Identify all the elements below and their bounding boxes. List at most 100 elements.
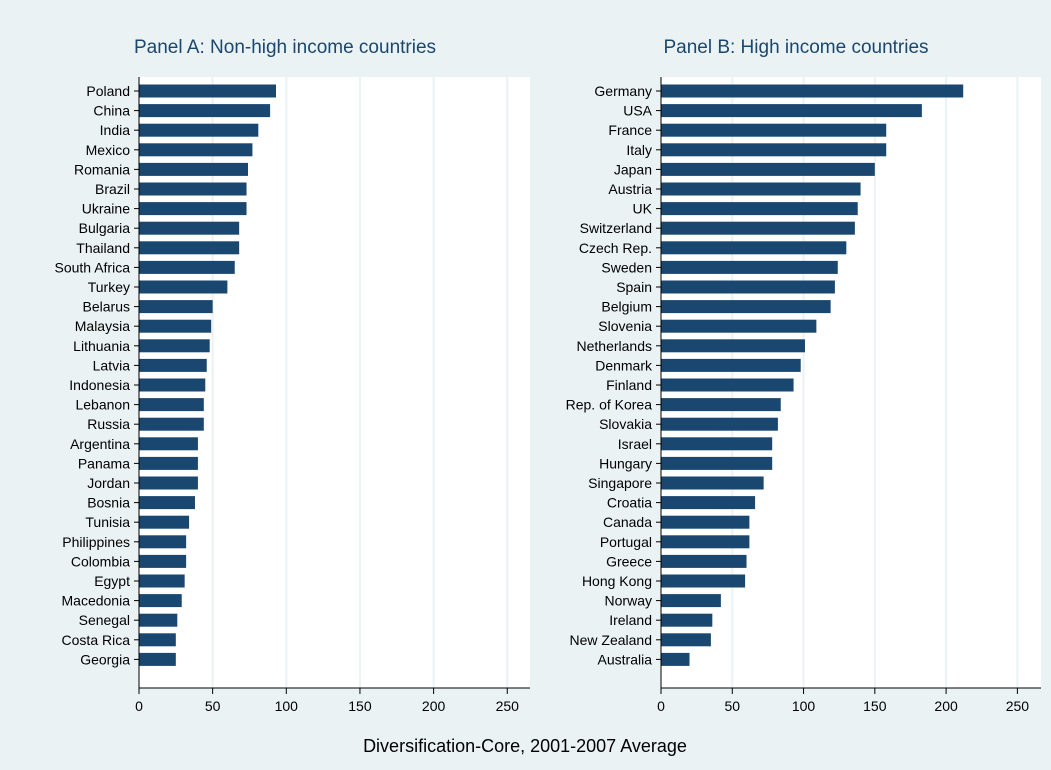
panel-a-bar <box>139 417 204 431</box>
panel-a-bar <box>139 300 213 314</box>
panel-b-x-tick-label: 250 <box>1006 698 1030 714</box>
panel-b-bar <box>661 300 831 314</box>
panel-a-category-label: Tunisia <box>85 514 130 530</box>
panel-b-bar <box>661 162 875 176</box>
panel-a-bar <box>139 378 206 392</box>
panel-b-category-label: Portugal <box>600 534 652 550</box>
panel-b-category-label: Denmark <box>595 357 653 373</box>
panel-a-x-tick-label: 200 <box>422 698 446 714</box>
panel-b-x-tick-label: 0 <box>657 698 665 714</box>
panel-a-bar <box>139 594 182 608</box>
panel-a-bar <box>139 476 198 490</box>
panel-a-x-tick-label: 100 <box>275 698 299 714</box>
panel-b-bar <box>661 339 805 353</box>
panel-a-category-label: Russia <box>87 416 130 432</box>
panel-b-bar <box>661 202 858 216</box>
panel-b-x-tick-label: 50 <box>724 698 740 714</box>
panel-a-x-tick-label: 0 <box>135 698 143 714</box>
panel-a-category-label: Panama <box>78 455 130 471</box>
panel-b-category-label: Israel <box>618 436 652 452</box>
panel-a-bar <box>139 554 187 568</box>
panel-b-category-label: New Zealand <box>570 632 653 648</box>
panel-a-category-label: Jordan <box>87 475 130 491</box>
panel-a-bar <box>139 162 249 176</box>
panel-a-category-label: Latvia <box>93 357 131 373</box>
panel-a-bar <box>139 104 271 118</box>
panel-a-category-label: Thailand <box>76 240 130 256</box>
panel-a-category-label: Macedonia <box>62 593 131 609</box>
panel-a-bar <box>139 319 212 333</box>
panel-b-bar <box>661 437 773 451</box>
panel-a-bar <box>139 221 240 235</box>
panel-b-category-label: Japan <box>614 161 652 177</box>
panel-b-category-label: Ireland <box>609 612 652 628</box>
panel-b-bar <box>661 652 690 666</box>
panel-a-bar <box>139 456 198 470</box>
panel-a-category-label: Belarus <box>83 299 130 315</box>
panel-a-category-label: Georgia <box>80 651 130 667</box>
panel-a: Panel A: Non-high income countries Poland… <box>55 37 530 714</box>
panel-a-bar <box>139 143 253 157</box>
panel-b-category-label: UK <box>633 201 653 217</box>
panel-b-bar <box>661 476 764 490</box>
panel-b-bar <box>661 398 781 412</box>
panel-b-bar <box>661 554 747 568</box>
panel-b-category-label: Slovenia <box>598 318 652 334</box>
panel-a-category-label: Malaysia <box>75 318 130 334</box>
panel-b-category-label: Italy <box>626 142 652 158</box>
panel-b-bar <box>661 515 750 529</box>
panel-a-bar <box>139 358 207 372</box>
panel-a-category-label: Ukraine <box>82 201 130 217</box>
panel-a-category-label: India <box>100 122 131 138</box>
panel-b-category-label: Netherlands <box>577 338 653 354</box>
panel-b-bar <box>661 241 847 255</box>
panel-b-bar <box>661 456 773 470</box>
panel-a-category-label: Egypt <box>94 573 130 589</box>
panel-a-category-label: Philippines <box>62 534 130 550</box>
panel-b-bar <box>661 182 861 196</box>
panel-b-category-label: Singapore <box>588 475 652 491</box>
panel-a-bar <box>139 260 235 274</box>
panel-a-bar <box>139 535 187 549</box>
panel-b-category-label: Australia <box>598 651 653 667</box>
panel-b-bar <box>661 221 855 235</box>
panel-a-category-label: Senegal <box>79 612 130 628</box>
panel-b-bar <box>661 378 794 392</box>
panel-b-category-label: Finland <box>606 377 652 393</box>
panel-a-bar <box>139 496 195 510</box>
panel-b-bar <box>661 496 756 510</box>
panel-a-category-label: Mexico <box>86 142 131 158</box>
panel-b-category-label: Germany <box>594 83 652 99</box>
panel-b-category-label: Belgium <box>601 299 652 315</box>
panel-b-x-tick-label: 100 <box>792 698 816 714</box>
panel-a-category-label: Colombia <box>71 553 130 569</box>
panel-b-category-label: Hong Kong <box>582 573 652 589</box>
panel-b-bar <box>661 417 778 431</box>
panel-b-bar <box>661 574 746 588</box>
panel-b-category-label: France <box>608 122 652 138</box>
x-axis-label: Diversification-Core, 2001-2007 Average <box>363 736 687 756</box>
panel-b: Panel B: High income countries Germany USA… <box>566 37 1041 714</box>
panel-b-title: Panel B: High income countries <box>663 37 928 58</box>
panel-a-bar <box>139 123 259 137</box>
panel-a-bar <box>139 182 247 196</box>
panel-a-bar <box>139 280 228 294</box>
panel-a-title: Panel A: Non-high income countries <box>134 37 436 58</box>
panel-b-bar <box>661 535 750 549</box>
panel-a-category-label: Bosnia <box>87 495 130 511</box>
panel-a-bar <box>139 398 204 412</box>
panel-a-x-tick-label: 50 <box>205 698 221 714</box>
panel-a-category-label: Argentina <box>70 436 130 452</box>
panel-b-bar <box>661 319 817 333</box>
panel-b-category-label: USA <box>623 103 652 119</box>
panel-b-category-label: Czech Rep. <box>579 240 652 256</box>
panel-a-category-label: Romania <box>74 161 130 177</box>
panel-a-category-label: China <box>93 103 130 119</box>
panel-b-category-label: Greece <box>606 553 652 569</box>
panel-a-category-label: Brazil <box>95 181 130 197</box>
panel-a-bar <box>139 241 240 255</box>
panel-a-bar <box>139 633 176 647</box>
panel-a-bar <box>139 339 210 353</box>
panel-b-category-label: Switzerland <box>580 220 652 236</box>
